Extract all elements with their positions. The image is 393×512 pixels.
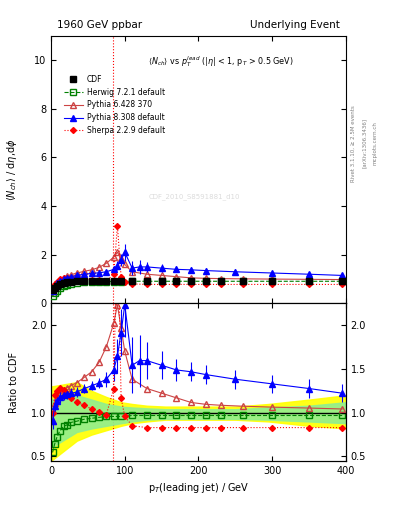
Text: Underlying Event: Underlying Event <box>250 20 340 31</box>
Text: CDF_2010_S8591881_d10: CDF_2010_S8591881_d10 <box>149 193 240 200</box>
Text: Rivet 3.1.10, ≥ 2.5M events: Rivet 3.1.10, ≥ 2.5M events <box>351 105 356 182</box>
X-axis label: p$_T$(leading jet) / GeV: p$_T$(leading jet) / GeV <box>148 481 249 495</box>
Legend: CDF, Herwig 7.2.1 default, Pythia 6.428 370, Pythia 8.308 default, Sherpa 2.2.9 : CDF, Herwig 7.2.1 default, Pythia 6.428 … <box>61 72 168 138</box>
Y-axis label: $\langle N_{ch}\rangle$ / d$\eta$,d$\phi$: $\langle N_{ch}\rangle$ / d$\eta$,d$\phi… <box>5 138 19 201</box>
Text: 1960 GeV ppbar: 1960 GeV ppbar <box>57 20 142 31</box>
Text: [arXiv:1306.3436]: [arXiv:1306.3436] <box>362 118 367 168</box>
Text: mcplots.cern.ch: mcplots.cern.ch <box>372 121 377 165</box>
Text: $\langle N_{ch}\rangle$ vs $p_T^{lead}$ (|$\eta$| < 1, p$_T$ > 0.5 GeV): $\langle N_{ch}\rangle$ vs $p_T^{lead}$ … <box>149 55 294 70</box>
Y-axis label: Ratio to CDF: Ratio to CDF <box>9 352 19 413</box>
